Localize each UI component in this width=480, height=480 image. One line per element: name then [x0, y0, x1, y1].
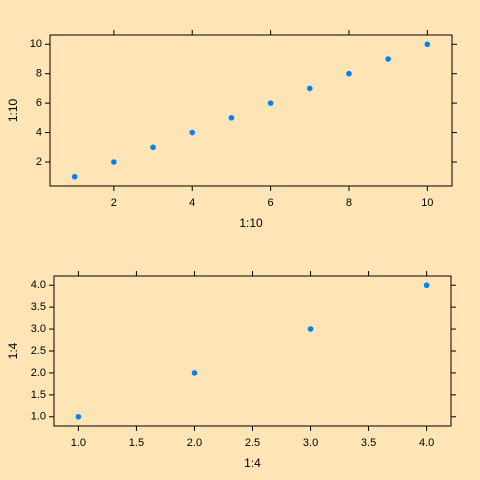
- x-tick-label: 1.5: [129, 437, 144, 449]
- x-tick-label: 10: [421, 197, 433, 209]
- y-tick-label: 8: [36, 68, 42, 80]
- y-tick-label: 2: [36, 156, 42, 168]
- point: [71, 173, 78, 180]
- y-tick-label: 4: [36, 126, 42, 138]
- point: [150, 144, 156, 151]
- x-axis-label: 1:4: [244, 456, 261, 470]
- y-tick-label: 2.0: [31, 367, 46, 379]
- x-tick-label: 3.0: [303, 437, 318, 449]
- x-tick-label: 2.5: [245, 437, 260, 449]
- x-tick-label: 2.0: [187, 437, 202, 449]
- x-tick-label: 8: [346, 197, 352, 209]
- y-tick-label: 4.0: [31, 279, 46, 291]
- x-tick-label: 2: [111, 197, 117, 209]
- point: [346, 70, 352, 77]
- y-tick-label: 6: [36, 97, 42, 109]
- x-axis-label: 1:10: [239, 216, 263, 230]
- point: [306, 85, 313, 92]
- point: [385, 56, 391, 62]
- x-tick-label: 6: [268, 197, 274, 209]
- x-tick-label: 4: [189, 197, 195, 209]
- y-tick-label: 2.5: [31, 345, 46, 357]
- point: [75, 413, 82, 420]
- y-tick-label: 10: [30, 38, 42, 50]
- point: [191, 370, 198, 376]
- y-axis-label: 1:4: [6, 342, 20, 359]
- point: [267, 100, 274, 106]
- point: [307, 326, 314, 332]
- plot-frame: [49, 34, 453, 187]
- y-tick-label: 3.0: [31, 323, 46, 335]
- x-tick-label: 1.0: [71, 437, 86, 449]
- y-axis-label: 1:10: [6, 98, 20, 122]
- point: [111, 159, 117, 165]
- point: [423, 282, 430, 289]
- y-tick-label: 1.0: [31, 411, 46, 423]
- point: [189, 129, 196, 136]
- y-tick-label: 3.5: [31, 301, 46, 313]
- y-tick-label: 1.5: [31, 389, 46, 401]
- point: [424, 41, 431, 48]
- x-tick-label: 4.0: [419, 437, 434, 449]
- plot-frame: [53, 275, 452, 427]
- x-tick-label: 3.5: [361, 437, 376, 449]
- point: [228, 115, 235, 121]
